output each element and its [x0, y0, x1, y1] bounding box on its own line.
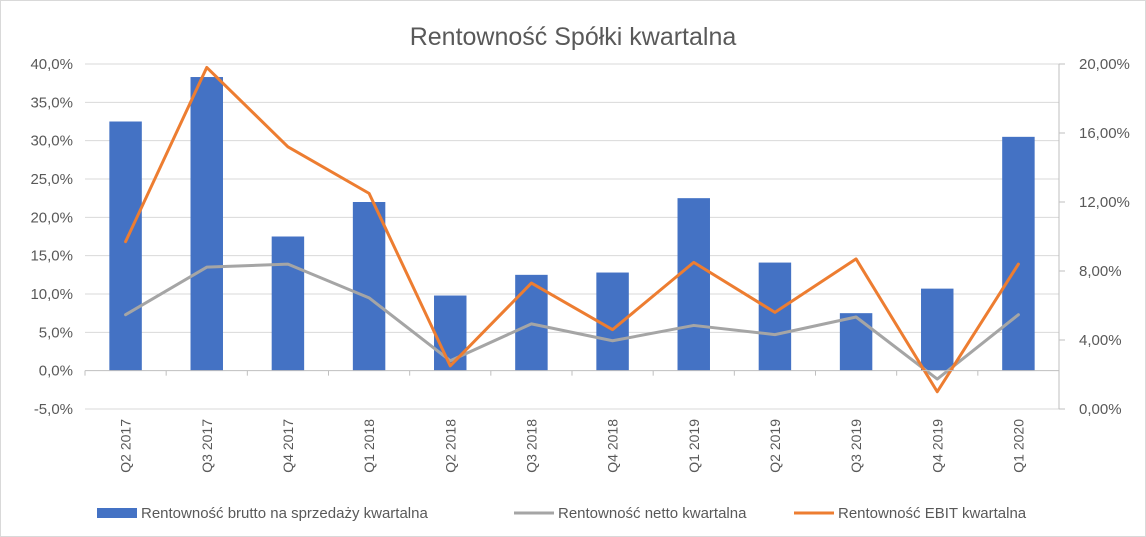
x-tick-label: Q2 2018 [442, 419, 458, 473]
y-right-tick-label: 12,00% [1079, 194, 1130, 211]
x-tick-label: Q4 2019 [929, 419, 945, 473]
x-tick-label: Q2 2019 [767, 419, 783, 473]
legend-swatch [97, 508, 137, 518]
y-right-tick-label: 0,00% [1079, 401, 1122, 418]
chart-title: Rentowność Spółki kwartalna [410, 23, 737, 51]
line-series [124, 65, 1020, 394]
y-right-tick-label: 8,00% [1079, 263, 1122, 280]
y-left-tick-label: -5,0% [34, 401, 73, 418]
legend: Rentowność brutto na sprzedaży kwartalna… [97, 505, 1027, 522]
bar [352, 202, 386, 371]
x-tick-label: Q4 2018 [605, 419, 621, 473]
y-left-tick-label: 10,0% [30, 286, 73, 303]
bar [921, 288, 954, 371]
bar [758, 262, 792, 371]
legend-label: Rentowność brutto na sprzedaży kwartalna [141, 505, 428, 522]
y-left-tick-label: 25,0% [30, 171, 73, 188]
x-tick-label: Q3 2018 [523, 419, 539, 473]
bar [1002, 136, 1035, 371]
bar [434, 295, 467, 371]
x-tick-label: Q1 2020 [1010, 419, 1026, 473]
bar [190, 77, 223, 371]
gridlines [85, 63, 1059, 410]
y-left-tick-label: 35,0% [30, 94, 73, 111]
x-tick-label: Q3 2019 [848, 419, 864, 473]
y-right-tick-label: 20,00% [1079, 56, 1130, 73]
y-left-tick-label: 15,0% [30, 248, 73, 265]
y-left-tick-label: 40,0% [30, 56, 73, 73]
x-tick-label: Q1 2018 [361, 419, 377, 473]
y-left-tick-label: 20,0% [30, 209, 73, 226]
bar [839, 313, 873, 371]
legend-label: Rentowność EBIT kwartalna [838, 505, 1027, 522]
y-left-tick-label: 0,0% [39, 363, 73, 380]
x-tick-label: Q2 2017 [118, 419, 134, 473]
x-tick-label: Q1 2019 [686, 419, 702, 473]
bar [109, 121, 142, 371]
ebit-line [124, 65, 1020, 394]
netto-line [124, 262, 1020, 381]
x-tick-label: Q4 2017 [280, 419, 296, 473]
y-right-tick-label: 16,00% [1079, 125, 1130, 142]
bar [271, 236, 305, 371]
y-right-tick-label: 4,00% [1079, 332, 1122, 349]
legend-label: Rentowność netto kwartalna [558, 505, 747, 522]
bar [677, 198, 710, 371]
x-tick-label: Q3 2017 [199, 419, 215, 473]
y-left-tick-label: 5,0% [39, 324, 73, 341]
bar-series [109, 77, 1035, 371]
y-left-tick-label: 30,0% [30, 133, 73, 150]
axes: -5,0% 0,0% 5,0% 10,0% 15,0% 20,0% 25,0% 30,0% 35… [30, 56, 1129, 473]
